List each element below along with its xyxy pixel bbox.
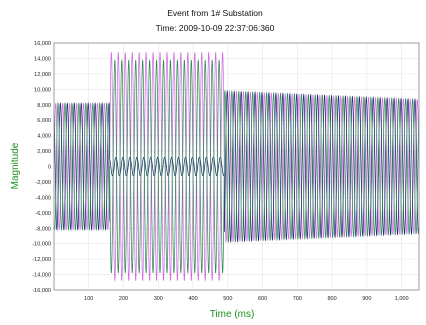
x-tick-label: 900 [362, 296, 371, 302]
y-tick-labels: 16,000 14,000 12,000 10,000 8,000 6,000 4,000 2… [32, 41, 51, 294]
series-layer [53, 52, 420, 281]
x-tick-label: 300 [154, 296, 163, 302]
y-tick-label: -4,000 [35, 195, 51, 201]
x-tick-label: 800 [328, 296, 337, 302]
y-tick-label: -10,000 [32, 242, 51, 248]
y-tick-label: 12,000 [34, 72, 51, 78]
y-tick-label: -14,000 [32, 273, 51, 279]
x-tick-label: 1,000 [395, 296, 409, 302]
y-tick-label: 6,000 [37, 118, 51, 124]
y-tick-label: 14,000 [34, 56, 51, 62]
x-tick-label: 600 [258, 296, 267, 302]
grid-lines [54, 42, 419, 291]
x-tick-label: 400 [188, 296, 197, 302]
y-tick-label: 10,000 [34, 87, 51, 93]
y-tick-label: 8,000 [37, 103, 51, 109]
y-axis-label: Magnitude [10, 142, 21, 189]
series-line [53, 59, 420, 274]
plot-frame [53, 42, 420, 291]
x-tick-label: 200 [119, 296, 128, 302]
x-tick-label: 500 [223, 296, 232, 302]
chart-title: Event from 1# Substation [167, 8, 263, 18]
y-tick-label: -6,000 [35, 211, 51, 217]
x-axis-label: Time (ms) [210, 309, 255, 320]
y-tick-label: -16,000 [32, 288, 51, 294]
x-tick-label: 100 [84, 296, 93, 302]
y-tick-label: -12,000 [32, 257, 51, 263]
y-tick-label: 4,000 [37, 134, 51, 140]
y-tick-label: 0 [48, 165, 51, 171]
y-tick-label: 16,000 [34, 41, 51, 47]
series-line [53, 52, 420, 281]
x-tick-labels: 100 200 300 400 500 600 700 800 900 1,000 [84, 296, 408, 302]
y-tick-label: 2,000 [37, 149, 51, 155]
y-tick-label: -8,000 [35, 226, 51, 232]
x-tick-label: 700 [293, 296, 302, 302]
chart-subtitle: Time: 2009-10-09 22:37:06:360 [156, 23, 275, 33]
y-tick-label: -2,000 [35, 180, 51, 186]
